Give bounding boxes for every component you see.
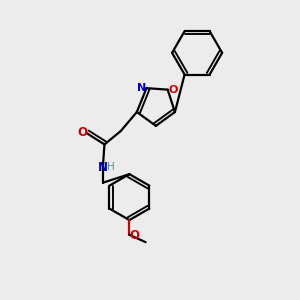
Text: N: N — [136, 83, 146, 93]
Text: N: N — [98, 161, 107, 174]
Text: O: O — [130, 229, 140, 242]
Text: O: O — [168, 85, 178, 94]
Text: O: O — [77, 125, 87, 139]
Text: H: H — [107, 162, 115, 172]
